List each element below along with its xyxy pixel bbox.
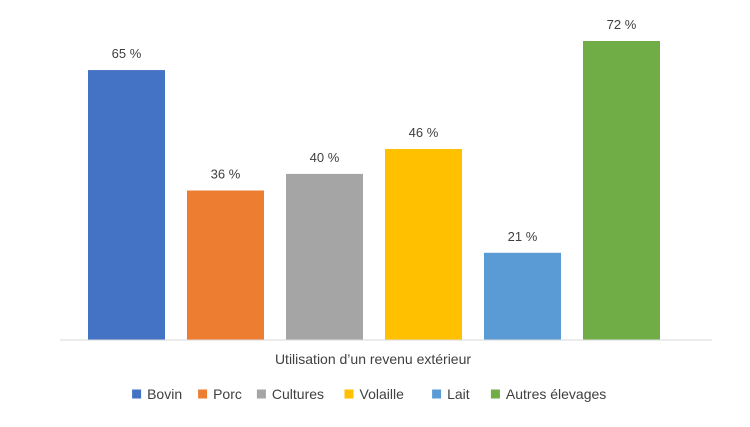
bar-cultures	[286, 173, 363, 340]
data-label-lait: 21 %	[508, 229, 538, 244]
legend-label-lait: Lait	[447, 386, 470, 402]
data-label-porc: 36 %	[211, 167, 241, 182]
bar-autres-levages	[583, 41, 660, 340]
legend-swatch-cultures	[256, 389, 266, 399]
data-label-autres-levages: 72 %	[607, 17, 637, 32]
legend-item-autres-levages: Autres élevages	[490, 386, 606, 402]
data-label-bovin: 65 %	[112, 46, 142, 61]
legend-label-volaille: Volaille	[360, 386, 405, 402]
x-axis-title: Utilisation d’un revenu extérieur	[275, 351, 471, 367]
data-label-volaille: 46 %	[409, 125, 439, 140]
legend-label-bovin: Bovin	[147, 386, 182, 402]
data-label-cultures: 40 %	[310, 150, 340, 165]
legend-item-volaille: Volaille	[344, 386, 405, 402]
legend-item-cultures: Cultures	[256, 386, 324, 402]
data-labels-group: 65 % 36 % 40 % 46 % 21 % 72 %	[112, 17, 637, 244]
legend-label-porc: Porc	[213, 386, 242, 402]
legend-swatch-bovin	[132, 389, 142, 399]
legend-swatch-volaille	[344, 389, 354, 399]
bars-group	[88, 41, 660, 340]
legend-item-porc: Porc	[198, 386, 242, 402]
bar-bovin	[88, 70, 165, 340]
bar-volaille	[385, 148, 462, 340]
legend-swatch-lait	[432, 389, 442, 399]
legend-label-cultures: Cultures	[272, 386, 324, 402]
legend-item-bovin: Bovin	[132, 386, 182, 402]
legend-item-lait: Lait	[432, 386, 470, 402]
bar-porc	[187, 190, 264, 340]
legend: Bovin Porc Cultures Volaille Lait Autres élev…	[132, 386, 606, 402]
legend-swatch-porc	[198, 389, 208, 399]
legend-label-autres-levages: Autres élevages	[506, 386, 606, 402]
bar-lait	[484, 252, 561, 340]
legend-swatch-autres-levages	[490, 389, 500, 399]
